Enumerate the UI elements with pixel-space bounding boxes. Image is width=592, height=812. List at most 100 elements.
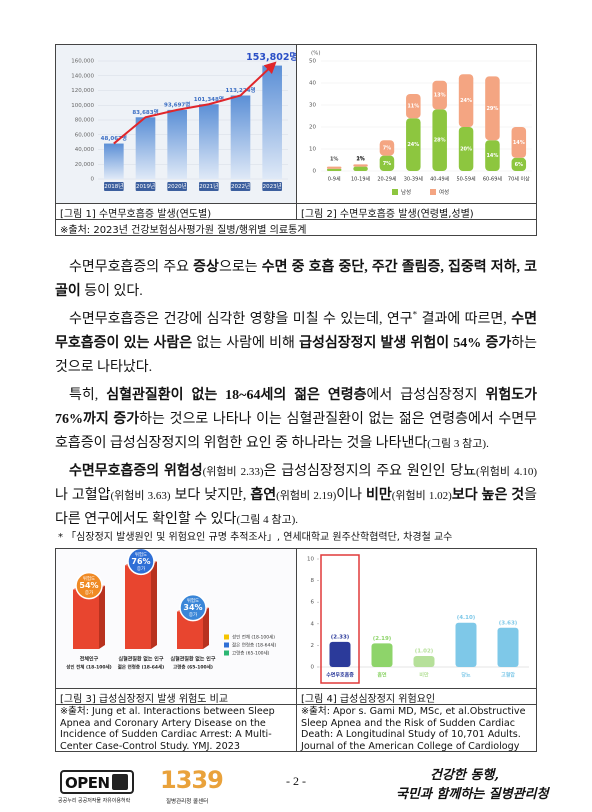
data-label: 6%: [515, 162, 524, 168]
category-box: [104, 182, 124, 191]
y-tick-label: 20: [309, 125, 316, 131]
text-run: *: [412, 309, 418, 320]
x-tick-label: 40-49세: [430, 176, 450, 183]
bar-segment: [485, 140, 500, 171]
badge: [179, 593, 207, 622]
text-run: 수면무호흡증의 주요: [69, 260, 194, 275]
data-label: (2.33): [331, 634, 350, 640]
x-tick-label: 0-9세: [328, 176, 341, 183]
badge-prefix: 위험도: [135, 551, 147, 558]
badge-value: 54%: [79, 581, 98, 590]
text-run: (그림 3 참고).: [427, 438, 489, 450]
y-tick-label: 0: [311, 665, 315, 671]
bar: [413, 655, 435, 667]
category-label: 심혈관질환 없는 인구: [119, 656, 164, 663]
bar: [230, 95, 251, 179]
legend-swatch: [430, 189, 436, 195]
category-sublabel: 성인 전체 (18-100세): [66, 664, 111, 671]
text-run: (위험비 3.63): [110, 490, 171, 502]
bar-segment: [406, 118, 421, 171]
legend-swatch: [224, 650, 229, 656]
category-box: [135, 182, 156, 191]
text-run: 에서 급성심장정지: [366, 388, 486, 403]
x-tick-label: 70세 이상: [508, 176, 530, 183]
caption: [그림 4] 급성심장정지 위험요인: [296, 688, 537, 705]
y-tick-label: 10: [307, 557, 314, 563]
text-run: 보다 낮지만,: [170, 488, 251, 503]
y-tick-label: 30: [309, 103, 316, 109]
bar-side: [203, 607, 209, 649]
bar-segment: [326, 166, 342, 169]
open-logo: OPEN: [65, 774, 110, 792]
legend-swatch: [224, 634, 229, 640]
bar: [135, 117, 156, 179]
data-label: (2.19): [373, 636, 392, 642]
text-run: (위험비 1.02): [391, 490, 452, 502]
footnote: * 「심장정지 발생원인 및 위험요인 규명 추적조사」, 연세대학교 원주산학…: [58, 532, 453, 543]
x-tick-label: 10-19세: [351, 176, 371, 183]
data-label: 2%: [356, 157, 365, 163]
paragraph: 수면무호흡증의 주요 증상으로는 수면 중 호흡 중단, 주간 졸림증, 집중력…: [55, 256, 537, 304]
data-label: 28%: [434, 138, 446, 144]
y-tick-label: 140,000: [71, 73, 94, 79]
slogan-line: 국민과 함께하는 질병관리청: [396, 787, 549, 802]
body-text: 수면무호흡증의 주요 증상으로는 수면 중 호흡 중단, 주간 졸림증, 집중력…: [55, 256, 537, 536]
bar-segment: [432, 109, 447, 171]
text-run: 은 급성심장정지의 주요 원인인 당뇨: [263, 464, 477, 479]
text-run: 흡연: [250, 488, 277, 503]
legend-label: 성인 전체 (18-100세): [232, 634, 275, 641]
bar-side: [99, 585, 105, 649]
text-run: 나 고혈압: [55, 488, 111, 503]
data-label: 14%: [513, 140, 525, 146]
data-label: 24%: [407, 142, 419, 148]
bar-segment: [458, 74, 474, 127]
legend-label: 고령층 (65-100세): [232, 650, 270, 657]
legend-label: 남성: [401, 188, 411, 196]
bar: [199, 104, 219, 179]
category-sublabel: 고령층 (65-100세): [173, 664, 213, 671]
figure-cell: 위험도 54% 증가 전체인구 성인 전체 (18-100세) 위험도 76% 증가 심혈관질환…: [55, 547, 297, 689]
text-run: 증상: [193, 260, 219, 275]
figure-cell: 0 2 4 6 8 10 (2.33) 수면무호흡증 (2.19) 흡연 (1.02) 비만 (4.10…: [296, 548, 537, 689]
text-run: (위험비 2.19): [276, 490, 337, 502]
legend-swatch: [392, 189, 398, 195]
x-tick-label: 수면무호흡증: [326, 672, 354, 679]
text-run: 위험도가 76%까지 증가: [55, 388, 537, 427]
bar-segment: [485, 76, 500, 141]
figure-4-chart: 0 2 4 6 8 10 (2.33) 수면무호흡증 (2.19) 흡연 (1.02) 비만 (4.10…: [307, 554, 529, 684]
figure-1-chart: 0 20,000 40,000 60,000 80,000 100,000 120,000 1…: [56, 45, 298, 203]
text-run: 급성심장정지 발생 위험이 54% 증가: [299, 336, 512, 351]
data-label: (3.63): [499, 620, 518, 626]
badge-prefix: 위험도: [187, 597, 199, 604]
data-label: 29%: [486, 106, 498, 112]
data-label: 93,697명: [164, 100, 190, 108]
callcenter-number: 1339: [160, 766, 224, 794]
text-run: 수면무호흡증의 위험성: [69, 464, 203, 479]
y-tick-label: 0: [91, 177, 95, 183]
data-label: 1%: [330, 157, 339, 163]
x-tick-label: 2021년: [199, 182, 218, 190]
open-icon: [112, 774, 128, 790]
y-tick-label: 160,000: [71, 59, 94, 65]
category-box: [167, 182, 187, 191]
bar-segment: [406, 94, 421, 119]
paragraph: 특히, 심혈관질환이 없는 18~64세의 젊은 연령층에서 급성심장정지 위험…: [55, 384, 537, 456]
highlight-box: [320, 554, 360, 684]
text-run: 으로는: [218, 260, 262, 275]
bar-segment: [326, 168, 342, 171]
source: ※출처: Apor s. Gami MD, MSc, et al.Obstruc…: [296, 704, 537, 752]
badge-value: 34%: [183, 603, 202, 612]
data-label: 13%: [434, 93, 446, 99]
text-run: 수면무호흡증이 있는 사람은: [55, 312, 538, 351]
badge-suffix: 증가: [137, 565, 145, 572]
y-tick-label: 60,000: [75, 132, 95, 138]
x-tick-label: 2023년: [263, 182, 282, 190]
data-label: 11%: [407, 104, 419, 110]
text-run: 하는 것으로 나타났다.: [55, 336, 537, 375]
source: ※출처: Jung et al. Interactions between Sl…: [55, 704, 297, 752]
data-label: (1.02): [415, 648, 434, 654]
caption: [그림 3] 급성심장정지 발생 위험도 비교: [55, 688, 297, 705]
x-tick-label: 고혈압: [501, 672, 515, 679]
bar: [371, 643, 393, 667]
